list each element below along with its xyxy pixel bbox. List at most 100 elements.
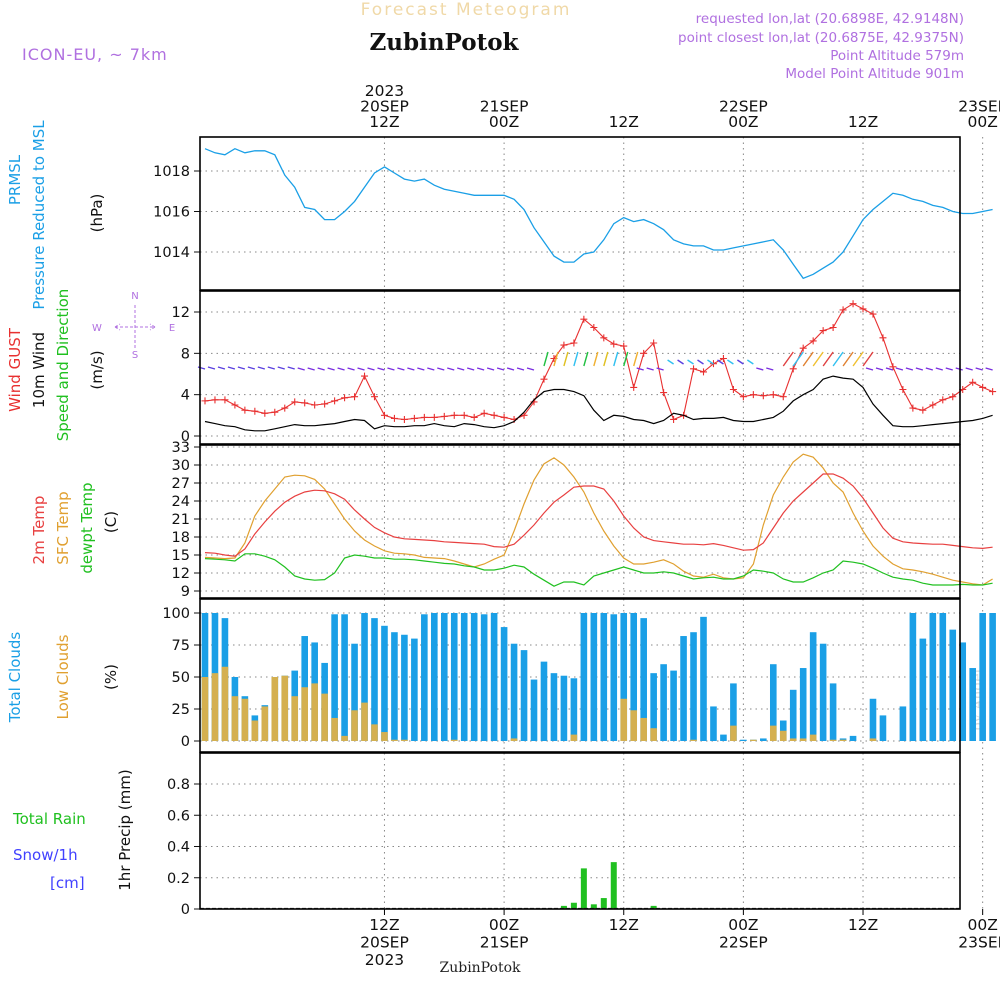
gust-marker [271, 408, 279, 416]
rain-label: Total Rain [12, 810, 86, 828]
wind-arrow [427, 367, 435, 371]
sfctemp-label: SFC Temp [54, 491, 72, 564]
wind-arrow [697, 359, 704, 365]
gust-marker [351, 393, 359, 401]
top-time-label: 23SEP [958, 98, 1000, 116]
total-cloud-bar [660, 664, 667, 741]
wind-arrow [357, 367, 365, 371]
wind-arrow [832, 351, 844, 367]
rain-bar [590, 904, 597, 909]
low-cloud-bar [640, 717, 647, 741]
compass-w: W [92, 323, 102, 334]
wind-arrow [506, 367, 515, 371]
y-tick-label: 24 [172, 494, 190, 510]
low-cloud-bar [799, 738, 807, 741]
gust-marker [291, 398, 299, 406]
wind-arrow [727, 359, 734, 365]
gust-marker [570, 339, 578, 347]
y-tick-label: 75 [172, 638, 190, 654]
gust-marker [759, 392, 767, 400]
total-cloud-bar [939, 613, 947, 741]
gust-marker [540, 375, 548, 383]
gust-marker [221, 396, 229, 404]
total-cloud-bar [361, 613, 368, 741]
low-cloud-bar [261, 706, 269, 741]
total-cloud-bar [401, 634, 408, 741]
total-cloud-bar [580, 613, 588, 741]
y-tick-label: 33 [172, 440, 190, 456]
total-cloud-bar [351, 643, 358, 741]
wind-arrow [707, 359, 714, 365]
wind-arrow [337, 367, 345, 371]
y-tick-label: 1014 [153, 245, 190, 261]
low-cloud-bar [450, 739, 458, 741]
wind-arrow [656, 367, 664, 371]
pressure-label-long: Pressure Reduced to MSL [30, 120, 48, 310]
total-cloud-bar [391, 632, 398, 741]
top-time-label: 12Z [609, 113, 639, 131]
low-cloud-bar [690, 739, 697, 741]
gust-marker [779, 393, 787, 401]
total-cloud-bar [540, 661, 548, 741]
temp2m-label: 2m Temp [30, 496, 48, 565]
rain-bar [610, 862, 617, 909]
gust-marker [919, 406, 927, 414]
wind-arrow [975, 367, 983, 371]
gust-marker [839, 306, 847, 314]
wind-compass: N S W E [92, 291, 175, 361]
wind-arrow [905, 367, 914, 371]
low-cloud-bar [869, 738, 877, 741]
total-cloud-bar [730, 683, 737, 741]
precip-panel: 0 0.2 0.4 0.6 0.8 [167, 753, 984, 918]
gust-marker [321, 400, 329, 408]
bottom-time-label: 21SEP [480, 934, 529, 952]
gust-marker [670, 415, 678, 423]
gust-marker [261, 409, 269, 417]
wind-arrow [885, 367, 894, 371]
gust-marker [490, 411, 498, 419]
gust-marker [989, 388, 997, 396]
total-cloud-bar [720, 734, 727, 741]
wind-arrow [677, 359, 684, 365]
wind-arrow [476, 367, 485, 371]
gust-marker [939, 396, 947, 404]
top-time-label: 00Z [728, 113, 758, 131]
low-cloud-bar [789, 738, 797, 741]
low-cloud-bar [271, 677, 279, 741]
wind-arrow [563, 351, 569, 367]
gust-marker [480, 409, 488, 417]
wind-arrow [387, 367, 395, 371]
wind-arrow [543, 351, 549, 367]
temperature-panel: 9 12 15 18 21 24 27 30 33 [172, 440, 984, 600]
wind-arrow [633, 351, 639, 367]
gust-marker [749, 391, 757, 399]
gust-marker [281, 404, 289, 412]
pressure-unit: (hPa) [88, 194, 106, 233]
temp-unit: (C) [102, 511, 120, 533]
wind-speed-line [204, 375, 993, 432]
location-title: ZubinPotok [370, 29, 520, 56]
top-time-label: 21SEP [480, 98, 529, 116]
wind-arrow [802, 351, 814, 367]
gust-marker [969, 378, 977, 386]
total-cloud-bar [421, 614, 428, 741]
wind-arrow [613, 351, 619, 367]
wind-arrow [217, 366, 226, 370]
total-cloud-bar [610, 614, 618, 741]
low-cloud-bar [361, 702, 368, 741]
low-cloud-bar [750, 739, 757, 741]
wind-arrow [842, 351, 854, 367]
snow-label: Snow/1h [13, 846, 78, 864]
wind-arrow [297, 367, 305, 371]
wind-arrow [822, 351, 834, 367]
total-cloud-bar [411, 638, 418, 741]
total-cloud-bar [899, 706, 907, 741]
dewpt-label: dewpt Temp [78, 482, 96, 573]
wind-frame [199, 290, 961, 445]
gust-marker [630, 383, 638, 391]
total-cloud-bar [789, 689, 797, 741]
wind-arrow [367, 367, 375, 371]
compass-s: S [132, 350, 138, 361]
wind-arrow [667, 359, 674, 365]
